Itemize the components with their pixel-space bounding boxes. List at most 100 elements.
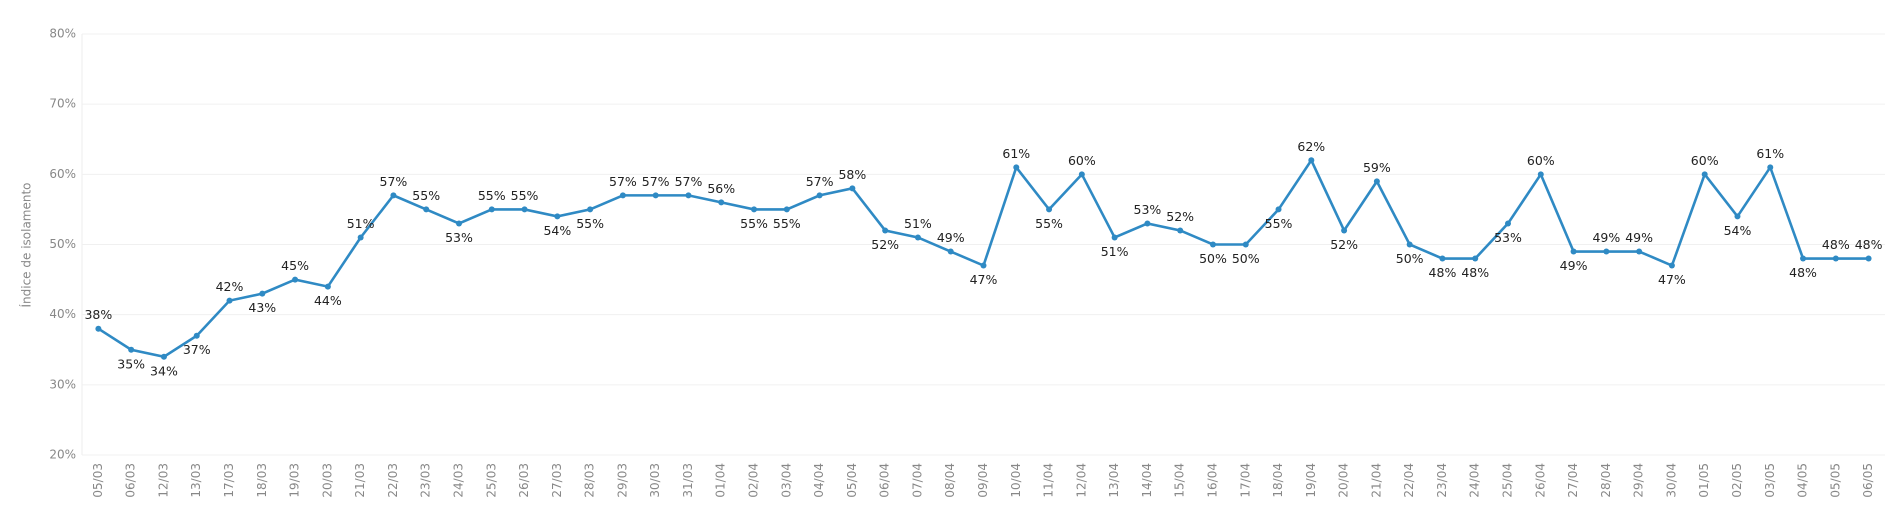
point: [1439, 255, 1446, 262]
point: [1275, 206, 1282, 213]
point: [1078, 171, 1085, 178]
x-tick-label: 07/04: [910, 463, 924, 498]
point: [619, 192, 626, 199]
value-label: 51%: [904, 216, 932, 231]
point: [751, 206, 758, 213]
value-label: 49%: [937, 230, 965, 245]
point: [816, 192, 823, 199]
point: [1701, 171, 1708, 178]
value-label: 51%: [347, 216, 375, 231]
point: [554, 213, 561, 220]
x-tick-label: 21/03: [353, 463, 367, 498]
line: [97, 157, 1869, 359]
value-label: 61%: [1756, 146, 1784, 161]
value-label: 38%: [84, 307, 112, 322]
x-tick-label: 24/03: [451, 463, 465, 498]
x-tick-label: 06/05: [1861, 463, 1875, 498]
x-tick-label: 22/03: [386, 463, 400, 498]
point: [1013, 164, 1020, 171]
x-tick-label: 21/04: [1369, 463, 1383, 498]
x-tick-label: 17/04: [1238, 463, 1252, 498]
value-label: 47%: [970, 272, 998, 287]
point: [947, 248, 954, 255]
x-tick-label: 06/03: [124, 463, 138, 498]
value-label: 56%: [707, 181, 735, 196]
point: [292, 276, 299, 283]
value-label: 42%: [216, 279, 244, 294]
x-tick-label: 05/04: [845, 463, 859, 498]
x-tick-label: 10/04: [1009, 463, 1023, 498]
x-tick-label: 23/04: [1435, 463, 1449, 498]
value-label: 54%: [1724, 223, 1752, 238]
point: [980, 262, 987, 269]
point: [1800, 255, 1807, 262]
value-label: 44%: [314, 293, 342, 308]
y-tick-label: 30%: [49, 377, 76, 391]
x-tick-label: 30/03: [648, 463, 662, 498]
value-label: 57%: [806, 174, 834, 189]
value-label: 55%: [511, 188, 539, 203]
x-tick-label: 28/04: [1599, 463, 1613, 498]
x-tick-label: 03/05: [1763, 463, 1777, 498]
x-tick-label: 03/04: [779, 463, 793, 498]
y-tick-label: 20%: [49, 448, 76, 462]
value-label: 55%: [773, 216, 801, 231]
point: [1308, 157, 1315, 164]
value-label: 49%: [1625, 230, 1653, 245]
value-label: 34%: [150, 363, 178, 378]
x-tick-label: 09/04: [976, 463, 990, 498]
value-label: 55%: [1035, 216, 1063, 231]
x-tick-label: 28/03: [583, 463, 597, 498]
point: [1144, 220, 1151, 227]
point: [1505, 220, 1512, 227]
x-tick-label: 15/04: [1173, 463, 1187, 498]
value-label: 52%: [871, 237, 899, 252]
point: [1832, 255, 1839, 262]
value-label: 60%: [1068, 153, 1096, 168]
point: [1341, 227, 1348, 234]
point: [95, 325, 102, 332]
x-tick-label: 29/03: [615, 463, 629, 498]
x-tick-label: 27/03: [550, 463, 564, 498]
x-tick-label: 18/03: [255, 463, 269, 498]
x-tick-label: 26/04: [1533, 463, 1547, 498]
point: [882, 227, 889, 234]
x-tick-label: 04/05: [1796, 463, 1810, 498]
x-tick-label: 17/03: [222, 463, 236, 498]
value-label: 62%: [1297, 139, 1325, 154]
x-tick-label: 19/03: [288, 463, 302, 498]
x-tick-label: 13/04: [1107, 463, 1121, 498]
x-tick-label: 20/03: [320, 463, 334, 498]
value-label: 53%: [1494, 230, 1522, 245]
x-tick-label: 01/04: [714, 463, 728, 498]
value-label: 49%: [1592, 230, 1620, 245]
value-label: 58%: [838, 167, 866, 182]
value-label: 35%: [117, 356, 145, 371]
point: [718, 199, 725, 206]
value-label: 48%: [1789, 265, 1817, 280]
x-tick-label: 24/04: [1468, 463, 1482, 498]
point: [849, 185, 856, 192]
value-label: 53%: [445, 230, 473, 245]
point: [1767, 164, 1774, 171]
point: [226, 297, 233, 304]
point: [914, 234, 921, 241]
value-label: 48%: [1461, 265, 1489, 280]
value-label: 54%: [543, 223, 571, 238]
x-tick-label: 22/04: [1402, 463, 1416, 498]
x-tick-label: 25/04: [1501, 463, 1515, 498]
value-label: 43%: [248, 300, 276, 315]
point: [1603, 248, 1610, 255]
x-tick-label: 29/04: [1632, 463, 1646, 498]
point: [1111, 234, 1118, 241]
value-label: 55%: [740, 216, 768, 231]
value-label: 48%: [1822, 237, 1850, 252]
point: [1373, 178, 1380, 185]
point: [1177, 227, 1184, 234]
point: [521, 206, 528, 213]
point: [259, 290, 266, 297]
point: [455, 220, 462, 227]
point: [1668, 262, 1675, 269]
value-label: 52%: [1166, 209, 1194, 224]
